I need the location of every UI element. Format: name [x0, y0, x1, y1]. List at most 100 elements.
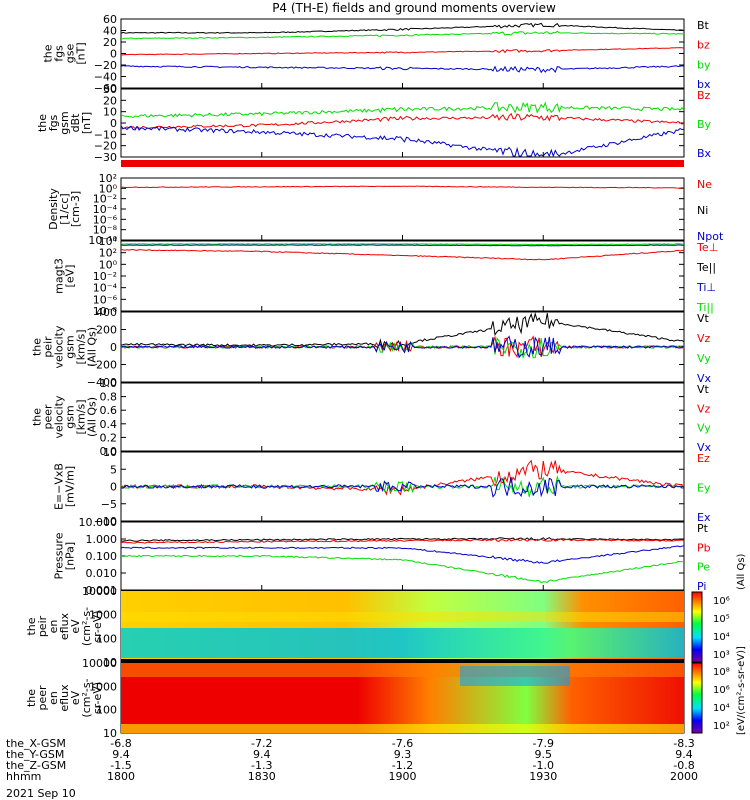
y-tick-label: 100	[96, 632, 117, 645]
panel-p6: 1.00.80.60.40.20.0 thepeervelocitygsm[km/…	[31, 377, 712, 458]
y-axis-label: [nT]	[80, 112, 93, 134]
legend-entry: Ey	[697, 482, 711, 495]
y-tick-label: 1000	[89, 609, 117, 622]
legend-entry: Te||	[696, 261, 716, 274]
figure-title: P4 (TH-E) fields and ground moments over…	[272, 1, 556, 15]
Ti-par-trace	[120, 243, 684, 246]
legend-entry: Ni	[697, 204, 708, 217]
y-tick-label: 10⁰	[99, 182, 118, 195]
y-tick-label: −20	[94, 140, 117, 153]
colorbar-tick-label: 10⁴	[713, 703, 730, 714]
y-axis-label: [km/s]	[75, 399, 88, 434]
y-tick-label: 10	[103, 727, 117, 740]
y-tick-label: −5	[101, 498, 117, 511]
x-tick-label: -1.3	[251, 759, 272, 772]
bx-trace	[120, 64, 685, 74]
y-tick-label: 0	[110, 117, 117, 130]
y-tick-label: 0	[110, 481, 117, 494]
y-tick-label: −60	[94, 82, 117, 95]
date-label: 2021 Sep 10	[6, 787, 76, 800]
legend-entry: Vt	[697, 312, 710, 325]
x-tick-label: -1.0	[533, 759, 554, 772]
x-axis-row-label: the_X-GSM	[6, 737, 66, 750]
y-tick-label: 10⁻⁸	[93, 224, 118, 237]
Ez-trace	[120, 459, 685, 496]
legend-entry: Ex	[697, 511, 711, 524]
y-axis-label: gsm	[64, 405, 77, 428]
legend-entry: Vz	[697, 332, 711, 345]
colorbar-tick-label: 10³	[713, 650, 730, 661]
y-tick-label: 10⁻⁴	[93, 203, 118, 216]
y-tick-label: 20	[103, 94, 117, 107]
x-axis-row-label: the_Y-GSM	[6, 748, 64, 761]
y-axis-label: velocity	[53, 395, 66, 438]
legend-entry: Npot	[697, 230, 724, 243]
x-tick-label: 1930	[529, 770, 557, 783]
x-axis-row-label: the_Z-GSM	[6, 759, 66, 772]
x-tick-label: 9.4	[112, 748, 130, 761]
y-axis-label: velocity	[53, 325, 66, 368]
y-axis-label: Pressure	[53, 532, 66, 579]
y-tick-label: 5	[110, 463, 117, 476]
y-axis-label: peir	[42, 336, 55, 358]
Vt-trace	[120, 312, 685, 350]
legend-entry: Vx	[697, 372, 712, 385]
y-axis-label: gse	[64, 44, 77, 64]
y-axis-label: fgs	[53, 45, 66, 62]
y-tick-label: 0.4	[100, 418, 118, 431]
y-tick-label: 1.000	[86, 533, 118, 546]
y-tick-label: −10	[94, 515, 117, 528]
y-tick-label: 10	[103, 656, 117, 669]
y-tick-label: 10²	[99, 247, 117, 260]
colorbar-tick-label: 10⁶	[713, 685, 730, 696]
y-tick-label: −40	[94, 71, 117, 84]
Bx-trace	[120, 125, 685, 158]
y-axis-label: dBt	[69, 113, 82, 133]
colorbar-electron	[691, 662, 703, 734]
x-tick-label: 1830	[248, 770, 276, 783]
y-axis-label: gsm	[58, 111, 71, 134]
colorbar-tick-label: 10⁸	[713, 667, 730, 678]
x-tick-label: -7.2	[251, 737, 272, 750]
y-tick-label: 10	[103, 106, 117, 119]
x-axis-row-label: hhmm	[6, 770, 41, 783]
legend-entry: Vz	[697, 402, 711, 415]
x-tick-label: -7.9	[533, 737, 554, 750]
legend-entry: Bz	[697, 89, 711, 102]
bz-trace	[120, 47, 685, 56]
y-axis-label: peir	[36, 615, 49, 637]
Pe-trace	[120, 554, 685, 584]
panel-frame	[120, 240, 685, 312]
panel-frame	[120, 382, 685, 452]
y-tick-label: 10⁻⁴	[93, 282, 118, 295]
y-tick-label: 400	[96, 306, 117, 319]
y-tick-label: −200	[87, 359, 117, 372]
colorbar-qs-label: (All Qs)	[736, 553, 747, 590]
y-tick-label: 1000	[89, 680, 117, 693]
ion-spectrogram	[121, 591, 684, 663]
y-tick-label: 0.010	[86, 567, 118, 580]
colorbar-unit-label: [eV/(cm²-s-sr-eV)]	[736, 646, 747, 735]
legend-entry: Ne	[697, 178, 712, 191]
y-axis-label: [eV]	[64, 265, 77, 288]
legend-entry: Pt	[697, 522, 709, 535]
y-axis-label: en	[47, 691, 60, 705]
legend-entry: Vy	[697, 352, 711, 365]
x-tick-label: -1.2	[392, 759, 413, 772]
Te⊥-trace	[120, 248, 685, 261]
y-tick-label: 10⁴	[99, 235, 118, 248]
legend-entry: Te⊥	[696, 241, 718, 254]
colorbar-ticks: 10⁶ 10⁵ 10⁴ 10³ 10⁸ 10⁶ 10⁴ 10²	[713, 596, 730, 732]
y-tick-label: 10⁻⁶	[93, 293, 118, 306]
y-tick-label: 60	[103, 13, 117, 26]
y-axis-label: the	[42, 44, 55, 62]
y-tick-label: −20	[94, 59, 117, 72]
x-tick-label: 9.3	[394, 748, 412, 761]
y-tick-label: 30	[103, 83, 117, 96]
y-tick-label: 10	[103, 446, 117, 459]
x-axis: the_X-GSM -6.8 -7.2 -7.6 -7.9 -8.3 the_Y-GSM 9.…	[6, 737, 698, 783]
colorbar-tick-label: 10⁵	[713, 614, 730, 625]
y-axis-label: en	[47, 620, 60, 634]
